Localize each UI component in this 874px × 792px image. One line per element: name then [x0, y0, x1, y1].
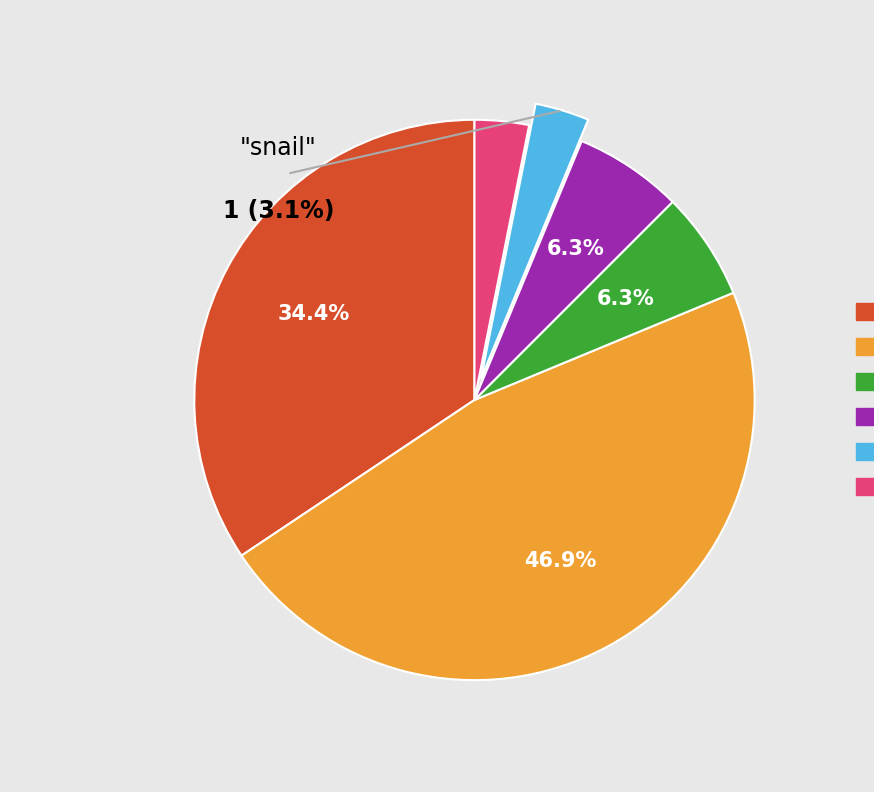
Wedge shape: [475, 120, 529, 400]
Text: "snail": "snail": [240, 135, 316, 160]
Text: 46.9%: 46.9%: [524, 550, 597, 570]
Wedge shape: [475, 141, 673, 400]
Wedge shape: [481, 104, 588, 379]
Text: 6.3%: 6.3%: [547, 238, 605, 258]
Wedge shape: [475, 202, 733, 400]
Text: 1 (3.1%): 1 (3.1%): [223, 199, 334, 223]
Text: 6.3%: 6.3%: [597, 289, 655, 309]
Text: 34.4%: 34.4%: [278, 304, 350, 324]
Wedge shape: [194, 120, 475, 556]
Wedge shape: [241, 293, 754, 680]
Legend: "cat", "dog", "lizard", "rabbit", "snail", "tarantula": "cat", "dog", "lizard", "rabbit", "snail…: [849, 295, 874, 505]
